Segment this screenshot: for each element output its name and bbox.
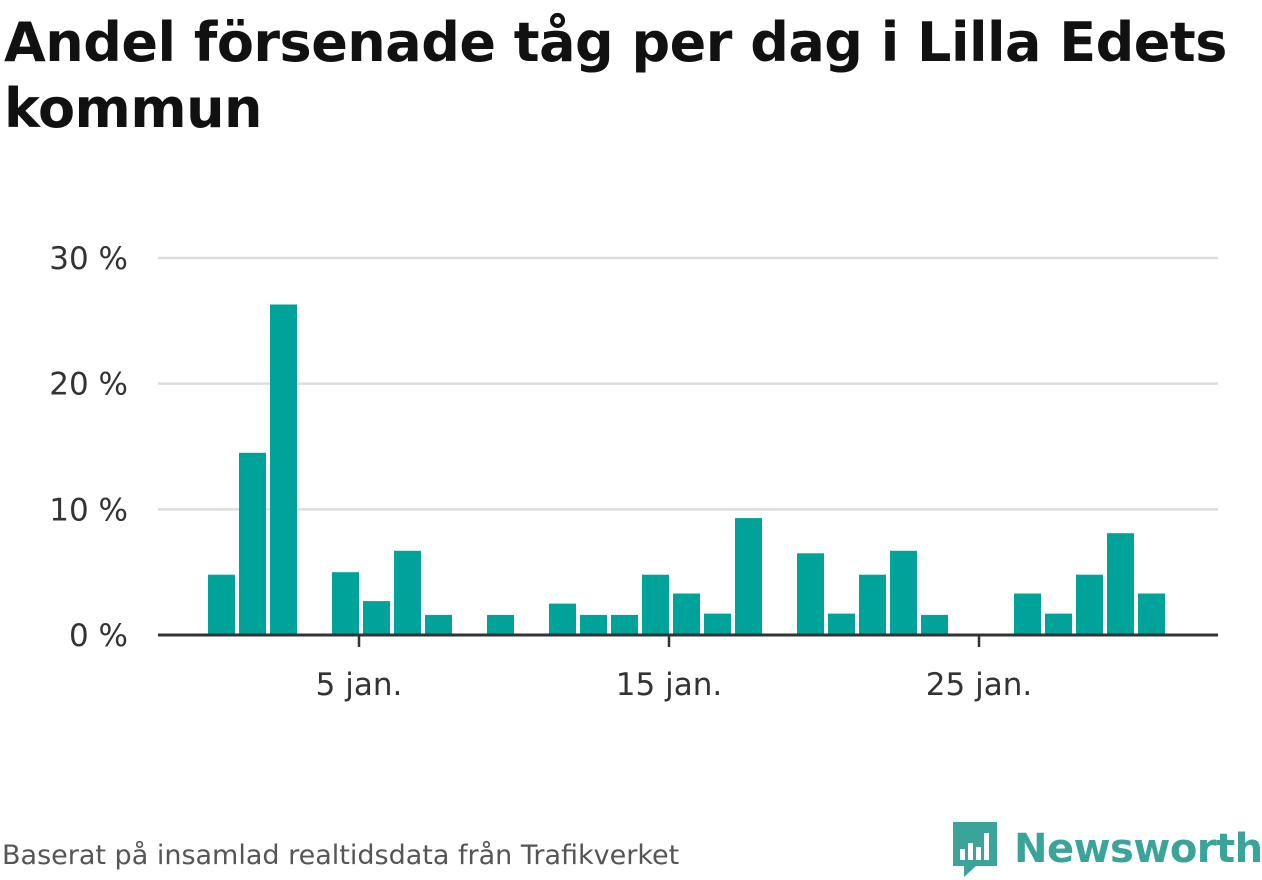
bar[interactable] (611, 614, 638, 635)
newsworthy-logo-icon (953, 822, 997, 877)
gridlines (158, 256, 1218, 511)
bar[interactable] (1014, 593, 1041, 636)
bar[interactable] (1076, 574, 1103, 635)
x-tick-label: 15 jan. (616, 667, 722, 703)
bar[interactable] (1138, 593, 1165, 636)
bar[interactable] (859, 574, 886, 635)
y-axis: 0 % 10 % 20 % 30 % (49, 241, 128, 654)
bar[interactable] (363, 601, 390, 635)
y-tick-label: 20 % (49, 367, 128, 403)
brand-logo[interactable]: Newsworthy (950, 818, 1262, 880)
bars (208, 304, 1165, 636)
y-tick-label: 30 % (49, 241, 128, 277)
bar[interactable] (921, 614, 948, 635)
bar[interactable] (425, 614, 452, 635)
bar[interactable] (673, 593, 700, 636)
bar[interactable] (549, 603, 576, 635)
bar[interactable] (580, 614, 607, 635)
bar[interactable] (208, 574, 235, 635)
x-tick-label: 25 jan. (926, 667, 1032, 703)
bar[interactable] (828, 613, 855, 635)
bar[interactable] (394, 550, 421, 635)
bar[interactable] (1107, 533, 1134, 635)
brand-name: Newsworthy (1014, 826, 1262, 872)
x-axis: 5 jan. 15 jan. 25 jan. (316, 635, 1032, 703)
bar[interactable] (704, 613, 731, 635)
x-tick-label: 5 jan. (316, 667, 403, 703)
bar[interactable] (735, 518, 762, 635)
y-tick-label: 10 % (49, 492, 128, 528)
bar[interactable] (890, 550, 917, 635)
bar[interactable] (239, 452, 266, 635)
bar[interactable] (487, 614, 514, 635)
bar[interactable] (270, 304, 297, 636)
y-tick-label: 0 % (69, 618, 128, 654)
bar[interactable] (797, 553, 824, 635)
source-note: Baserat på insamlad realtidsdata från Tr… (2, 840, 680, 871)
chart-title: Andel försenade tåg per dag i Lilla Edet… (4, 11, 1227, 140)
bar[interactable] (1045, 613, 1072, 635)
bar[interactable] (332, 572, 359, 635)
bar[interactable] (642, 574, 669, 635)
